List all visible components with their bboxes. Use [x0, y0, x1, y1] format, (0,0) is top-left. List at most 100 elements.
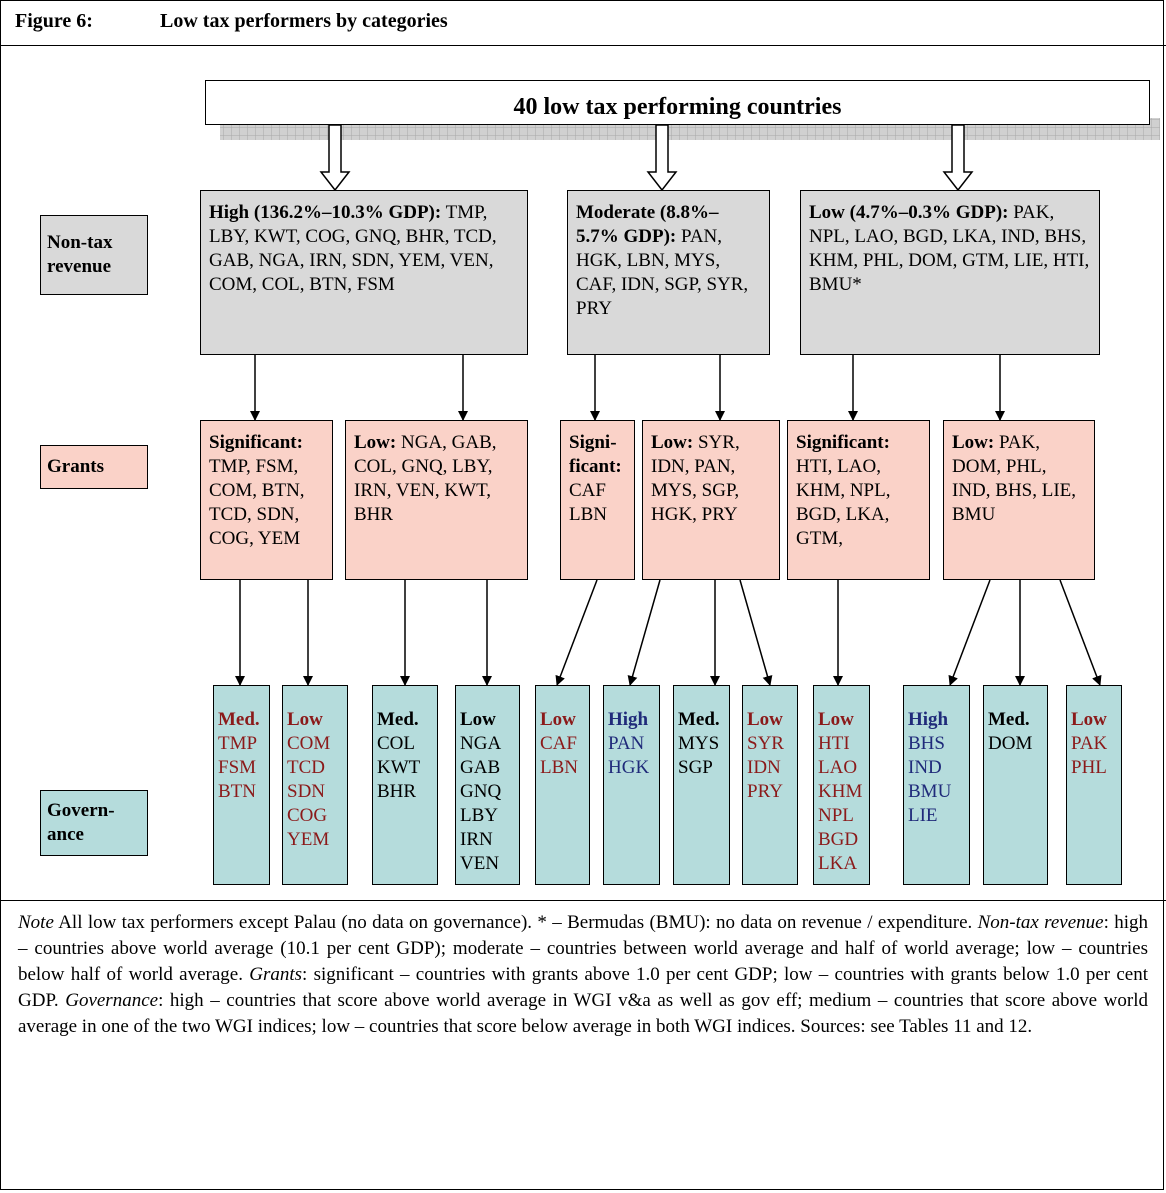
box-text: PAN, HGK, LBN, MYS, CAF, IDN, SGP, SYR, … [576, 226, 749, 319]
box-heading: Low: [354, 432, 397, 453]
box-heading: Med. [678, 709, 720, 730]
country-code: SDN [287, 781, 326, 802]
country-code: COM [287, 733, 331, 754]
country-code: NGA [460, 733, 502, 754]
grants-box: Low: NGA, GAB, COL, GNQ, LBY, IRN, VEN, … [345, 420, 528, 580]
governance-box: High PAN HGK [603, 685, 660, 885]
grants-box: Significant: TMP, FSM, COM, BTN, TCD, SD… [200, 420, 333, 580]
grants-box: Low: SYR, IDN, PAN, MYS, SGP, HGK, PRY [642, 420, 780, 580]
country-code: LAO [818, 757, 858, 778]
governance-box: Low NGA GAB GNQ LBY IRN VEN [455, 685, 520, 885]
country-code: LIE [908, 805, 938, 826]
governance-box: Low SYR IDN PRY [742, 685, 798, 885]
box-heading: High [608, 709, 649, 730]
governance-box: Low CAF LBN [535, 685, 590, 885]
country-code: PAN [608, 733, 645, 754]
grants-box: Low: PAK, DOM, PHL, IND, BHS, LIE, BMU [943, 420, 1095, 580]
box-heading: Med. [988, 709, 1030, 730]
note-text: Grants [249, 964, 303, 985]
box-text: TMP, FSM, COM, BTN, TCD, SDN, COG, YEM [209, 456, 305, 549]
grants-box: Signi-ficant: CAF LBN [560, 420, 635, 580]
country-code: TMP [218, 733, 258, 754]
box-heading: Low: [651, 432, 694, 453]
note-text: Governance [65, 990, 159, 1011]
governance-box: Low PAK PHL [1066, 685, 1122, 885]
country-code: BMU [908, 781, 952, 802]
country-code: LBY [460, 805, 498, 826]
box-heading: Low [287, 709, 323, 730]
box-heading: Low [460, 709, 496, 730]
country-code: FSM [218, 757, 257, 778]
country-code: CAF [540, 733, 577, 754]
arrow [948, 579, 991, 686]
country-code: NPL [818, 805, 854, 826]
box-heading: Low [747, 709, 783, 730]
country-code: LBN [540, 757, 578, 778]
divider [0, 45, 1166, 46]
governance-box: Med. DOM [983, 685, 1048, 885]
box-heading: Significant: [209, 432, 303, 453]
country-code: SYR [747, 733, 784, 754]
country-code: DOM [988, 733, 1033, 754]
country-code: YEM [287, 829, 330, 850]
country-code: HGK [608, 757, 650, 778]
non-tax-box: High (136.2%–10.3% GDP): TMP, LBY, KWT, … [200, 190, 528, 355]
governance-box: Low HTI LAO KHM NPL BGD LKA [813, 685, 870, 885]
country-code: IDN [747, 757, 781, 778]
box-heading: Low [540, 709, 576, 730]
country-code: HTI [818, 733, 850, 754]
arrow [1059, 579, 1102, 686]
box-text: PAK, DOM, PHL, IND, BHS, LIE, BMU [952, 432, 1077, 525]
note: Note All low tax performers except Palau… [18, 910, 1148, 1040]
row-label: Grants [40, 445, 148, 489]
governance-box: Med. TMP FSM BTN [213, 685, 270, 885]
non-tax-box: Moderate (8.8%–5.7% GDP): PAN, HGK, LBN,… [567, 190, 770, 355]
box-heading: High [908, 709, 949, 730]
hollow-arrow [646, 124, 678, 192]
note-text: All low tax performers except Palau (no … [53, 912, 978, 933]
box-text: SYR, IDN, PAN, MYS, SGP, HGK, PRY [651, 432, 740, 525]
grants-box: Significant: HTI, LAO, KHM, NPL, BGD, LK… [787, 420, 930, 580]
governance-box: Med. COL KWT BHR [372, 685, 438, 885]
box-heading: Moderate (8.8%–5.7% GDP): [576, 202, 719, 247]
figure-title: Low tax performers by categories [160, 10, 448, 32]
country-code: GNQ [460, 781, 502, 802]
box-text: NGA, GAB, COL, GNQ, LBY, IRN, VEN, KWT, … [354, 432, 497, 525]
country-code: VEN [460, 853, 500, 874]
note-text: : high – countries above world average (… [18, 912, 1148, 985]
country-code: GAB [460, 757, 501, 778]
hollow-arrow [942, 124, 974, 192]
country-code: COG [287, 805, 328, 826]
country-code: PAK [1071, 733, 1108, 754]
country-code: BTN [218, 781, 256, 802]
governance-box: Med. MYS SGP [673, 685, 730, 885]
governance-box: High BHS IND BMU LIE [903, 685, 970, 885]
country-code: TCD [287, 757, 325, 778]
country-code: IND [908, 757, 942, 778]
top-box: 40 low tax performing countries [205, 80, 1150, 125]
country-code: KWT [377, 757, 421, 778]
box-heading: Med. [377, 709, 419, 730]
box-heading: Low [818, 709, 854, 730]
country-code: PHL [1071, 757, 1107, 778]
arrow [739, 579, 773, 686]
divider [0, 900, 1166, 901]
row-label: Govern-ance [40, 790, 148, 856]
governance-box: Low COM TCD SDN COG YEM [282, 685, 348, 885]
box-text: HTI, LAO, KHM, NPL, BGD, LKA, GTM, [796, 456, 891, 549]
country-code: BHS [908, 733, 945, 754]
box-text: PAK, NPL, LAO, BGD, LKA, IND, BHS, KHM, … [809, 202, 1090, 295]
country-code: COL [377, 733, 415, 754]
country-code: BHR [377, 781, 417, 802]
country-code: KHM [818, 781, 863, 802]
non-tax-box: Low (4.7%–0.3% GDP): PAK, NPL, LAO, BGD,… [800, 190, 1100, 355]
hollow-arrows [319, 124, 974, 192]
row-label: Non-tax revenue [40, 215, 148, 295]
country-code: IRN [460, 829, 493, 850]
country-code: BGD [818, 829, 859, 850]
box-heading: High (136.2%–10.3% GDP): [209, 202, 442, 223]
note-text: : high – countries that score above worl… [18, 990, 1148, 1037]
country-code: SGP [678, 757, 713, 778]
